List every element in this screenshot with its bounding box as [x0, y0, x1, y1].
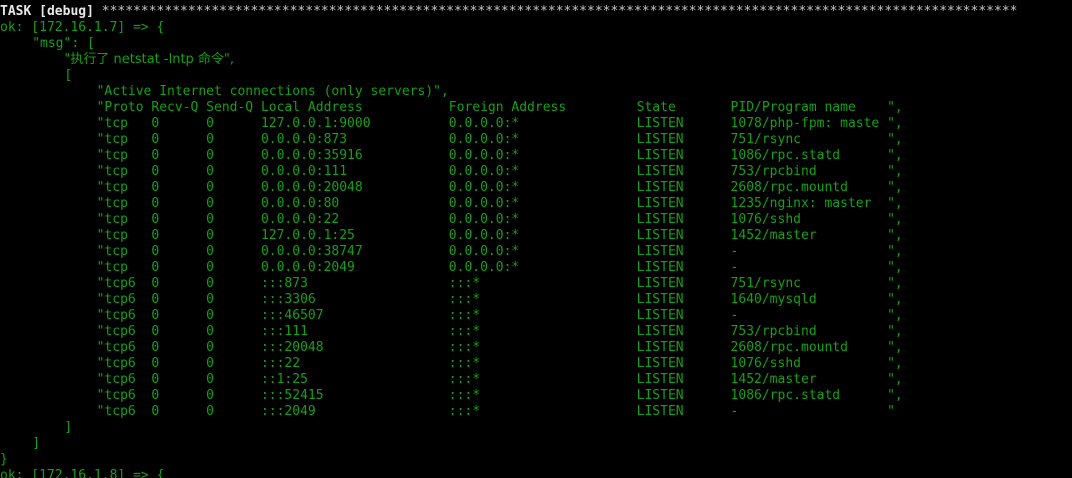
close-inner-bracket-text: ] [64, 420, 73, 435]
netstat-row-text: "tcp6 0 0 :::3306 :::* LISTEN 1640/mysql… [96, 292, 903, 307]
close-brace-line: } [0, 452, 8, 468]
netstat-row-text: "tcp6 0 0 ::1:25 :::* LISTEN 1452/master… [96, 372, 903, 387]
netstat-row: "tcp6 0 0 ::1:25 :::* LISTEN 1452/master… [97, 372, 903, 388]
msg-key-text: "msg": [ [32, 36, 95, 51]
netstat-row: "tcp 0 0 0.0.0.0:2049 0.0.0.0:* LISTEN -… [97, 260, 903, 276]
netstat-row: "tcp6 0 0 :::3306 :::* LISTEN 1640/mysql… [97, 292, 903, 308]
close-outer-bracket-line: ] [32, 436, 40, 452]
netstat-row-text: "tcp 0 0 127.0.0.1:9000 0.0.0.0:* LISTEN… [96, 116, 903, 131]
netstat-row-text: "tcp6 0 0 :::111 :::* LISTEN 753/rpcbind… [96, 324, 903, 339]
netstat-row: "tcp 0 0 0.0.0.0:80 0.0.0.0:* LISTEN 123… [97, 196, 903, 212]
netstat-row-text: "tcp 0 0 0.0.0.0:22 0.0.0.0:* LISTEN 107… [96, 212, 903, 227]
netstat-row-text: "tcp 0 0 0.0.0.0:2049 0.0.0.0:* LISTEN -… [96, 260, 903, 275]
netstat-row-text: "tcp6 0 0 :::46507 :::* LISTEN - ", [96, 308, 903, 323]
netstat-row-text: "tcp6 0 0 :::22 :::* LISTEN 1076/sshd ", [96, 356, 903, 371]
netstat-row: "tcp 0 0 0.0.0.0:20048 0.0.0.0:* LISTEN … [97, 180, 903, 196]
netstat-row-text: "tcp6 0 0 :::20048 :::* LISTEN 2608/rpc.… [96, 340, 903, 355]
netstat-row: "tcp 0 0 0.0.0.0:111 0.0.0.0:* LISTEN 75… [97, 164, 903, 180]
netstat-row: "tcp 0 0 0.0.0.0:38747 0.0.0.0:* LISTEN … [97, 244, 903, 260]
netstat-row-text: "tcp 0 0 0.0.0.0:20048 0.0.0.0:* LISTEN … [96, 180, 903, 195]
netstat-row: "tcp6 0 0 :::20048 :::* LISTEN 2608/rpc.… [97, 340, 903, 356]
netstat-row: "tcp 0 0 0.0.0.0:35916 0.0.0.0:* LISTEN … [97, 148, 903, 164]
close-outer-bracket-text: ] [32, 436, 41, 451]
netstat-row-text: "tcp 0 0 127.0.0.1:25 0.0.0.0:* LISTEN 1… [96, 228, 903, 243]
netstat-row: "tcp6 0 0 :::22 :::* LISTEN 1076/sshd ", [97, 356, 903, 372]
netstat-row-text: "tcp6 0 0 :::52415 :::* LISTEN 1086/rpc.… [96, 388, 903, 403]
netstat-row: "tcp6 0 0 :::52415 :::* LISTEN 1086/rpc.… [97, 388, 903, 404]
netstat-header-text: "Proto Recv-Q Send-Q Local Address Forei… [96, 100, 903, 115]
command-message-line: "执行了 netstat -lntp 命令", [64, 52, 234, 68]
netstat-banner-text: "Active Internet connections (only serve… [96, 84, 449, 99]
task-separator: ****************************************… [101, 4, 1018, 19]
netstat-row-text: "tcp6 0 0 :::2049 :::* LISTEN - " [96, 404, 895, 419]
open-bracket-line: [ [64, 68, 72, 84]
netstat-row: "tcp6 0 0 :::111 :::* LISTEN 753/rpcbind… [97, 324, 903, 340]
netstat-row-text: "tcp 0 0 0.0.0.0:38747 0.0.0.0:* LISTEN … [96, 244, 903, 259]
netstat-row-text: "tcp 0 0 0.0.0.0:111 0.0.0.0:* LISTEN 75… [96, 164, 903, 179]
netstat-row: "tcp 0 0 127.0.0.1:9000 0.0.0.0:* LISTEN… [97, 116, 903, 132]
close-brace-text: } [0, 452, 8, 467]
netstat-row: "tcp 0 0 127.0.0.1:25 0.0.0.0:* LISTEN 1… [97, 228, 903, 244]
netstat-row-text: "tcp 0 0 0.0.0.0:35916 0.0.0.0:* LISTEN … [96, 148, 903, 163]
netstat-banner-line: "Active Internet connections (only serve… [97, 84, 449, 100]
netstat-row: "tcp 0 0 0.0.0.0:873 0.0.0.0:* LISTEN 75… [97, 132, 903, 148]
task-header-line: TASK [debug] ***************************… [0, 4, 1017, 20]
next-host-result-line: ok: [172.16.1.8] => { [0, 468, 164, 478]
netstat-row-text: "tcp6 0 0 :::873 :::* LISTEN 751/rsync "… [96, 276, 903, 291]
netstat-row: "tcp6 0 0 :::46507 :::* LISTEN - ", [97, 308, 903, 324]
open-bracket-text: [ [64, 68, 73, 83]
task-label: TASK [debug] [0, 4, 102, 19]
host-result-text: ok: [172.16.1.7] => { [0, 20, 165, 35]
host-result-line: ok: [172.16.1.7] => { [0, 20, 164, 36]
command-message-text: "执行了 netstat -lntp 命令", [64, 52, 235, 67]
close-inner-bracket-line: ] [64, 420, 72, 436]
next-host-result-text: ok: [172.16.1.8] => { [0, 468, 165, 478]
netstat-header-row: "Proto Recv-Q Send-Q Local Address Forei… [97, 100, 903, 116]
netstat-row: "tcp6 0 0 :::2049 :::* LISTEN - " [97, 404, 895, 420]
netstat-row-text: "tcp 0 0 0.0.0.0:80 0.0.0.0:* LISTEN 123… [96, 196, 903, 211]
netstat-row-text: "tcp 0 0 0.0.0.0:873 0.0.0.0:* LISTEN 75… [96, 132, 903, 147]
netstat-row: "tcp6 0 0 :::873 :::* LISTEN 751/rsync "… [97, 276, 903, 292]
msg-key-line: "msg": [ [32, 36, 95, 52]
netstat-row: "tcp 0 0 0.0.0.0:22 0.0.0.0:* LISTEN 107… [97, 212, 903, 228]
